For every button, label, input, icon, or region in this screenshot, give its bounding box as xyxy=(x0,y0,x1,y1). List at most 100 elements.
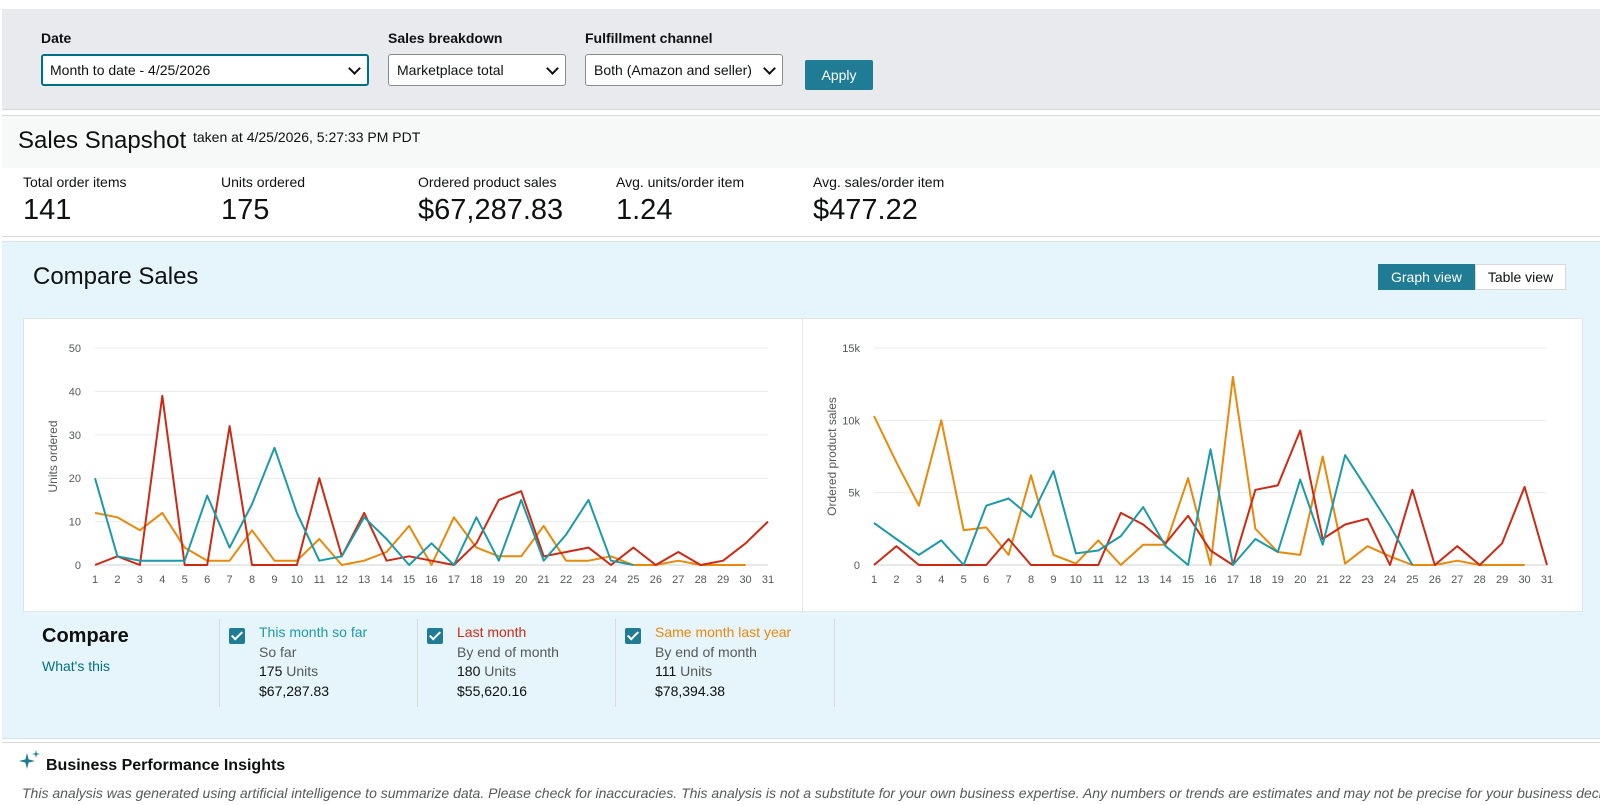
breakdown-select-value: Marketplace total xyxy=(397,62,504,78)
x-tick-label: 17 xyxy=(1227,574,1239,586)
channel-filter: Fulfillment channel Both (Amazon and sel… xyxy=(585,30,783,86)
x-tick-label: 13 xyxy=(1137,574,1149,586)
business-performance-insights: Business Performance Insights This analy… xyxy=(2,742,1600,805)
date-select[interactable]: Month to date - 4/25/2026 xyxy=(41,54,369,86)
metric-label: Total order items xyxy=(23,174,127,190)
chart-divider xyxy=(802,319,803,611)
whats-this-link[interactable]: What's this xyxy=(42,658,111,674)
y-tick-label: 20 xyxy=(69,473,81,485)
y-tick-label: 5k xyxy=(848,488,860,500)
x-tick-label: 18 xyxy=(1249,574,1261,586)
this-month-checkbox[interactable] xyxy=(229,628,245,644)
x-tick-label: 12 xyxy=(1115,574,1127,586)
check-icon xyxy=(428,628,442,641)
channel-filter-label: Fulfillment channel xyxy=(585,30,713,46)
x-tick-label: 9 xyxy=(1050,574,1056,586)
x-tick-label: 20 xyxy=(1294,574,1306,586)
x-tick-label: 23 xyxy=(582,574,594,586)
x-tick-label: 5 xyxy=(961,574,967,586)
series-line-last-month xyxy=(873,429,1548,566)
breakdown-filter-label: Sales breakdown xyxy=(388,30,503,46)
legend-this-month: This month so far So far 175 Units $67,2… xyxy=(219,619,418,707)
series-units: 111 Units xyxy=(655,662,791,682)
y-tick-label: 10 xyxy=(69,517,81,529)
y-tick-label: 30 xyxy=(69,430,81,442)
table-view-button[interactable]: Table view xyxy=(1474,264,1567,290)
metric-label: Avg. units/order item xyxy=(616,174,745,190)
x-tick-label: 29 xyxy=(1496,574,1508,586)
series-sales: $67,287.83 xyxy=(259,682,330,699)
metric-value: 141 xyxy=(23,194,72,226)
chevron-down-icon xyxy=(546,62,559,75)
date-select-value: Month to date - 4/25/2026 xyxy=(50,62,211,78)
check-icon xyxy=(626,628,640,641)
x-tick-label: 25 xyxy=(627,574,639,586)
x-tick-label: 25 xyxy=(1406,574,1418,586)
x-tick-label: 15 xyxy=(1182,574,1194,586)
snapshot-metrics: Total order items 141 Units ordered 175 … xyxy=(2,168,1600,237)
x-tick-label: 21 xyxy=(538,574,550,586)
x-tick-label: 31 xyxy=(1541,574,1553,586)
series-line-same-month-last-year xyxy=(94,511,746,566)
x-tick-label: 3 xyxy=(916,574,922,586)
breakdown-filter: Sales breakdown Marketplace total xyxy=(388,30,566,86)
units-label: Units xyxy=(286,663,319,679)
x-tick-label: 7 xyxy=(1006,574,1012,586)
breakdown-select[interactable]: Marketplace total xyxy=(388,54,566,86)
series-name: This month so far xyxy=(259,624,368,640)
legend-text: Same month last year By end of month 111… xyxy=(655,623,791,701)
y-tick-label: 0 xyxy=(75,560,81,572)
x-tick-label: 12 xyxy=(336,574,348,586)
chevron-down-icon xyxy=(348,62,361,75)
x-tick-label: 13 xyxy=(358,574,370,586)
x-tick-label: 14 xyxy=(1160,574,1172,586)
metric-value: 175 xyxy=(221,194,270,226)
x-tick-label: 4 xyxy=(159,574,165,586)
x-tick-label: 11 xyxy=(314,574,325,586)
series-line-last-month xyxy=(94,394,769,566)
y-tick-label: 40 xyxy=(69,386,81,398)
series-name: Last month xyxy=(457,624,527,640)
metric-units-ordered: Units ordered 175 xyxy=(221,174,305,227)
x-tick-label: 8 xyxy=(249,574,255,586)
x-tick-label: 27 xyxy=(672,574,684,586)
metric-total-order-items: Total order items 141 xyxy=(23,174,126,227)
x-tick-label: 3 xyxy=(137,574,143,586)
x-tick-label: 11 xyxy=(1093,574,1104,586)
charts-card: 0 10 20 30 40 50 1 2 3 4 5 6 7 8 9 10 11 12 13 14 15 16 17 18 19… xyxy=(23,318,1583,612)
same-month-last-year-checkbox[interactable] xyxy=(625,628,641,644)
apply-button[interactable]: Apply xyxy=(805,60,873,90)
date-filter: Date Month to date - 4/25/2026 xyxy=(41,30,369,86)
x-tick-label: 23 xyxy=(1361,574,1373,586)
last-month-checkbox[interactable] xyxy=(427,628,443,644)
x-tick-label: 2 xyxy=(893,574,899,586)
compare-sales-title: Compare Sales xyxy=(33,263,199,290)
units-value: 175 xyxy=(259,663,283,679)
channel-select-value: Both (Amazon and seller) xyxy=(594,62,752,78)
series-line-same-month-last-year xyxy=(873,375,1525,566)
x-tick-label: 14 xyxy=(381,574,393,586)
metric-value: 1.24 xyxy=(616,194,673,226)
x-tick-label: 22 xyxy=(560,574,572,586)
x-tick-label: 28 xyxy=(695,574,707,586)
metric-value: $477.22 xyxy=(813,194,918,226)
snapshot-timestamp: taken at 4/25/2026, 5:27:33 PM PDT xyxy=(193,129,421,145)
units-value: 111 xyxy=(655,663,677,679)
graph-view-button[interactable]: Graph view xyxy=(1378,264,1475,290)
y-tick-label: 15k xyxy=(842,343,860,355)
legend-same-month-last-year: Same month last year By end of month 111… xyxy=(615,619,835,707)
x-tick-label: 18 xyxy=(470,574,482,586)
metric-label: Avg. sales/order item xyxy=(813,174,945,190)
y-axis-title: Ordered product sales xyxy=(825,397,839,516)
x-tick-label: 10 xyxy=(1070,574,1082,586)
insights-disclaimer: This analysis was generated using artifi… xyxy=(22,785,1600,801)
y-tick-label: 50 xyxy=(69,343,81,355)
insights-title: Business Performance Insights xyxy=(46,757,286,774)
filter-bar: Date Month to date - 4/25/2026 Sales bre… xyxy=(2,9,1600,110)
channel-select[interactable]: Both (Amazon and seller) xyxy=(585,54,783,86)
x-tick-label: 30 xyxy=(739,574,751,586)
x-tick-label: 21 xyxy=(1317,574,1329,586)
date-filter-label: Date xyxy=(41,30,72,46)
x-tick-label: 20 xyxy=(515,574,527,586)
